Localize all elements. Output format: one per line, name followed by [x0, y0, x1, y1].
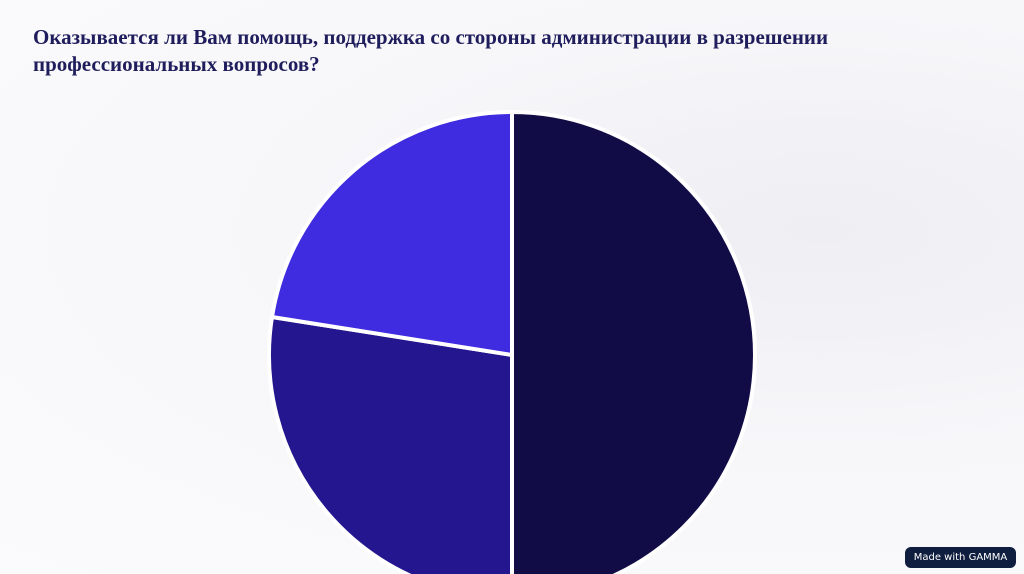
pie-slice	[269, 110, 514, 357]
pie-slice	[510, 110, 757, 574]
chart-title: Оказывается ли Вам помощь, поддержка со …	[33, 25, 829, 76]
pie-slice	[267, 314, 514, 574]
made-with-badge[interactable]: Made with GAMMA	[905, 547, 1016, 568]
